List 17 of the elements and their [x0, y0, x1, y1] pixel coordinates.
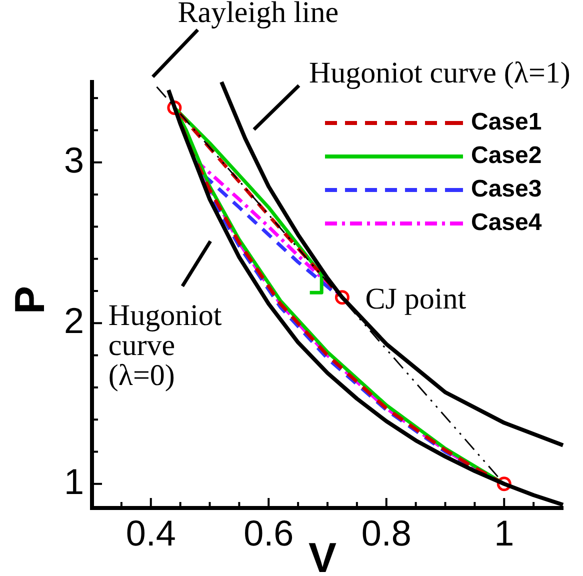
y-tick-label: 3: [64, 139, 84, 180]
legend-label: Case2: [471, 142, 542, 170]
y-tick-label: 1: [64, 460, 84, 502]
annotation: Hugoniot curve (λ=1): [308, 56, 570, 90]
annotation: Hugoniot curve (λ=0): [108, 299, 222, 392]
x-tick-label: 0.4: [126, 512, 176, 554]
legend-label: Case1: [471, 108, 542, 136]
legend-label: Case4: [471, 209, 542, 236]
annotation: CJ point: [365, 282, 467, 316]
y-axis-title: P: [6, 286, 53, 314]
x-tick-label: 1: [494, 512, 514, 554]
y-tick-label: 2: [64, 300, 84, 342]
x-axis-title: V: [308, 534, 337, 576]
annotation: Rayleigh line: [178, 0, 339, 29]
x-tick-label: 0.8: [361, 512, 412, 554]
x-tick-label: 0.6: [244, 512, 294, 554]
legend-label: Case3: [471, 176, 542, 203]
